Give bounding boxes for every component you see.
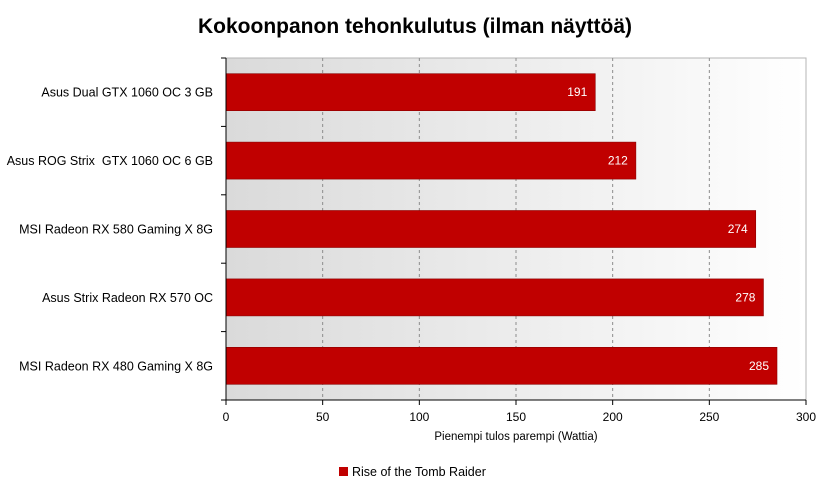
data-label: 274 [728, 222, 748, 236]
x-tick-label: 50 [316, 410, 330, 424]
data-label: 191 [567, 85, 587, 99]
x-axis-title: Pienempi tulos parempi (Wattia) [434, 431, 597, 443]
bar [225, 278, 764, 317]
category-label: Asus Strix Radeon RX 570 OC [42, 291, 213, 305]
x-tick-label: 100 [409, 410, 429, 424]
category-label: MSI Radeon RX 480 Gaming X 8G [19, 359, 213, 373]
axes [221, 57, 807, 405]
legend-label: Rise of the Tomb Raider [352, 465, 486, 479]
bar [225, 210, 757, 248]
x-tick-labels: 0 50 100 150 200 250 300 [223, 410, 817, 424]
data-label: 285 [749, 359, 769, 373]
category-label: Asus ROG Strix GTX 1060 OC 6 GB [7, 154, 213, 168]
data-label: 212 [608, 154, 628, 168]
x-tick-label: 200 [603, 410, 623, 424]
category-label: Asus Dual GTX 1060 OC 3 GB [41, 86, 213, 100]
bar [225, 346, 778, 385]
x-tick-label: 250 [699, 410, 719, 424]
bar [225, 73, 596, 111]
data-label: 278 [735, 290, 755, 304]
category-label: MSI Radeon RX 580 Gaming X 8G [19, 223, 213, 237]
x-tick-label: 150 [506, 410, 526, 424]
x-tick-label: 300 [796, 410, 816, 424]
chart-title: Kokoonpanon tehonkulutus (ilman näyttöä) [198, 15, 632, 38]
category-labels: Asus Dual GTX 1060 OC 3 GB Asus ROG Strix… [7, 86, 213, 374]
legend-swatch [339, 467, 348, 476]
x-tick-label: 0 [223, 410, 230, 424]
legend: Rise of the Tomb Raider [339, 465, 486, 479]
bar [225, 141, 637, 180]
bar-series: 191 212 274 278 285 [225, 73, 778, 385]
